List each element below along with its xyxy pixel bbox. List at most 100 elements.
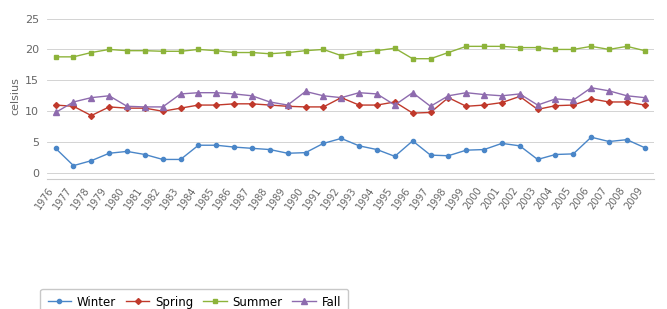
Fall — [355, 91, 363, 95]
Fall — [516, 92, 524, 96]
Fall — [498, 94, 506, 98]
Spring — [283, 104, 291, 108]
Spring — [444, 96, 452, 99]
Summer — [283, 51, 291, 54]
Line: Spring: Spring — [53, 94, 647, 118]
Winter — [391, 154, 399, 158]
Winter — [641, 146, 649, 150]
Winter — [498, 142, 506, 145]
Winter — [623, 138, 631, 142]
Fall — [266, 100, 274, 104]
Summer — [355, 51, 363, 54]
Winter — [177, 158, 185, 161]
Spring — [426, 111, 434, 114]
Fall — [177, 92, 185, 96]
Fall — [570, 98, 578, 102]
Fall — [552, 97, 560, 101]
Summer — [266, 52, 274, 56]
Fall — [105, 94, 113, 98]
Spring — [248, 102, 256, 106]
Summer — [623, 44, 631, 48]
Winter — [570, 152, 578, 156]
Fall — [373, 92, 381, 96]
Summer — [159, 49, 167, 53]
Fall — [480, 93, 488, 96]
Winter — [248, 146, 256, 150]
Fall — [426, 104, 434, 108]
Winter — [283, 151, 291, 155]
Winter — [516, 144, 524, 148]
Line: Winter: Winter — [53, 135, 647, 168]
Winter — [51, 146, 59, 150]
Summer — [248, 51, 256, 54]
Winter — [462, 148, 470, 152]
Fall — [462, 91, 470, 95]
Winter — [212, 143, 220, 147]
Winter — [319, 142, 327, 145]
Fall — [391, 103, 399, 107]
Fall — [283, 103, 291, 107]
Fall — [51, 111, 59, 114]
Winter — [105, 151, 113, 155]
Summer — [534, 46, 542, 49]
Winter — [444, 154, 452, 158]
Summer — [230, 51, 238, 54]
Line: Summer: Summer — [53, 44, 647, 61]
Spring — [462, 104, 470, 108]
Spring — [87, 114, 95, 117]
Winter — [373, 148, 381, 151]
Summer — [51, 55, 59, 59]
Winter — [426, 153, 434, 157]
Summer — [373, 49, 381, 53]
Spring — [480, 103, 488, 107]
Spring — [373, 103, 381, 107]
Summer — [301, 49, 309, 53]
Spring — [516, 95, 524, 98]
Winter — [534, 158, 542, 161]
Spring — [301, 105, 309, 109]
Fall — [194, 91, 202, 95]
Spring — [355, 103, 363, 107]
Spring — [641, 103, 649, 107]
Winter — [552, 153, 560, 156]
Spring — [141, 106, 149, 110]
Spring — [177, 106, 185, 110]
Fall — [444, 94, 452, 98]
Fall — [230, 92, 238, 96]
Summer — [480, 44, 488, 48]
Fall — [409, 91, 417, 95]
Spring — [51, 103, 59, 107]
Fall — [69, 100, 77, 104]
Summer — [338, 54, 346, 57]
Fall — [123, 104, 131, 108]
Spring — [230, 102, 238, 106]
Spring — [105, 105, 113, 109]
Spring — [319, 105, 327, 109]
Summer — [498, 44, 506, 48]
Winter — [87, 159, 95, 163]
Fall — [301, 90, 309, 93]
Winter — [69, 164, 77, 167]
Fall — [641, 96, 649, 99]
Spring — [123, 106, 131, 110]
Summer — [605, 48, 613, 51]
Summer — [587, 44, 595, 48]
Summer — [105, 48, 113, 51]
Summer — [123, 49, 131, 53]
Spring — [391, 100, 399, 104]
Fall — [212, 91, 220, 95]
Fall — [587, 86, 595, 90]
Summer — [194, 48, 202, 51]
Winter — [587, 135, 595, 139]
Summer — [319, 48, 327, 51]
Winter — [123, 150, 131, 153]
Spring — [552, 104, 560, 108]
Y-axis label: celsius: celsius — [11, 77, 21, 115]
Summer — [212, 49, 220, 53]
Summer — [516, 46, 524, 49]
Line: Fall: Fall — [53, 85, 648, 115]
Fall — [338, 96, 346, 99]
Spring — [159, 109, 167, 113]
Spring — [194, 103, 202, 107]
Fall — [141, 105, 149, 109]
